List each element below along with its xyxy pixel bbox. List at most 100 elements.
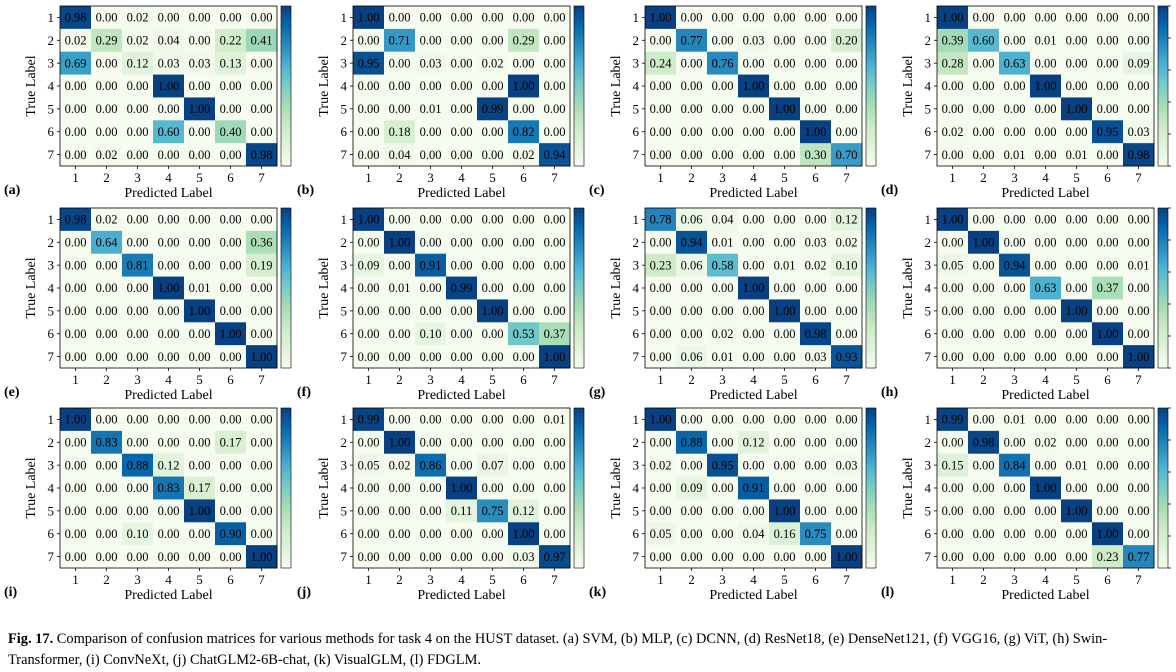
- y-tick-label: 2: [341, 435, 348, 450]
- colorbar-segment: [574, 94, 584, 98]
- cell-value: 0.18: [389, 125, 411, 139]
- colorbar-segment: [574, 554, 584, 558]
- colorbar-segment: [866, 506, 876, 510]
- cell-r5-c6: [1092, 97, 1124, 121]
- cell-value: 0.00: [973, 413, 995, 427]
- cell-r1-c2: [968, 6, 1000, 30]
- cell-value: 1.00: [743, 281, 765, 295]
- cell-r5-c1: [937, 299, 969, 323]
- cell-r4-c1: [60, 74, 92, 98]
- cell-r3-c5: [769, 253, 801, 277]
- cell-r4-c2: [968, 276, 1000, 300]
- cell-value: 0.02: [389, 458, 411, 472]
- colorbar-segment: [574, 309, 584, 313]
- cell-value: 0.36: [251, 235, 273, 249]
- cell-r3-c7: [246, 51, 278, 75]
- cell-value: 0.00: [1035, 56, 1057, 70]
- colorbar-segment: [1158, 565, 1168, 569]
- colorbar-segment: [281, 298, 291, 302]
- colorbar-segment: [1158, 54, 1168, 58]
- colorbar-segment: [1158, 213, 1168, 217]
- cell-r3-c6: [1092, 453, 1124, 477]
- cell-r6-c7: [539, 522, 571, 546]
- cell-value: 0.00: [358, 33, 380, 47]
- colorbar-segment: [1158, 115, 1168, 119]
- cell-value: 0.00: [420, 235, 442, 249]
- colorbar-segment: [1158, 62, 1168, 66]
- colorbar-segment: [866, 306, 876, 310]
- x-tick-label: 2: [688, 170, 695, 185]
- colorbar-segment: [866, 88, 876, 92]
- colorbar-segment: [1158, 496, 1168, 500]
- colorbar-segment: [574, 482, 584, 486]
- cell-value: 0.75: [482, 504, 504, 518]
- cell-value: 1.00: [158, 281, 180, 295]
- y-tick-label: 7: [633, 147, 640, 162]
- cell-r5-c3: [707, 499, 739, 523]
- colorbar-segment: [281, 557, 291, 561]
- cell-r5-c6: [1092, 499, 1124, 523]
- cell-value: 1.00: [513, 79, 535, 93]
- cell-value: 0.00: [482, 435, 504, 449]
- cell-value: 0.24: [650, 56, 673, 70]
- colorbar-segment: [281, 333, 291, 337]
- cell-value: 0.00: [1035, 458, 1057, 472]
- cell-value: 0.00: [389, 481, 411, 495]
- cell-value: 0.00: [1128, 33, 1150, 47]
- colorbar-segment: [866, 341, 876, 345]
- y-axis-label: True Label: [24, 257, 39, 318]
- cell-value: 0.00: [482, 281, 504, 295]
- x-tick-label: 2: [688, 572, 695, 587]
- cell-r4-c4: [738, 74, 770, 98]
- colorbar-segment: [574, 517, 584, 521]
- colorbar-segment: [281, 322, 291, 326]
- cell-r4-c3: [999, 276, 1031, 300]
- colorbar-segment: [866, 549, 876, 553]
- colorbar-segment: [281, 250, 291, 254]
- cell-value: 0.03: [743, 33, 765, 47]
- cell-r1-c2: [676, 208, 708, 232]
- cell-r7-c7: [1123, 345, 1155, 369]
- cell-value: 0.01: [1004, 148, 1026, 162]
- colorbar-segment: [1158, 432, 1168, 436]
- cell-value: 0.00: [451, 56, 473, 70]
- cell-value: 0.00: [1128, 458, 1150, 472]
- colorbar-frame: [280, 407, 292, 569]
- cell-r4-c2: [968, 74, 1000, 98]
- colorbar-segment: [281, 86, 291, 90]
- cell-value: 0.00: [1004, 125, 1026, 139]
- cell-r7-c3: [122, 345, 154, 369]
- colorbar-segment: [281, 131, 291, 135]
- colorbar-segment: [574, 349, 584, 353]
- cell-r5-c5: [1061, 97, 1093, 121]
- y-tick-label: 1: [341, 10, 348, 25]
- cell-r3-c3: [999, 253, 1031, 277]
- cell-value: 0.00: [942, 327, 964, 341]
- colorbar-segment: [1158, 134, 1168, 138]
- cell-value: 0.06: [681, 258, 703, 272]
- cell-value: 0.03: [1128, 125, 1150, 139]
- x-tick-label: 3: [1011, 572, 1018, 587]
- colorbar-segment: [574, 86, 584, 90]
- colorbar-segment: [866, 86, 876, 90]
- colorbar-segment: [574, 14, 584, 18]
- cell-r4-c4: [738, 476, 770, 500]
- x-tick-label: 4: [165, 170, 172, 185]
- cell-value: 0.12: [743, 435, 765, 449]
- colorbar-segment: [866, 461, 876, 465]
- colorbar-segment: [281, 253, 291, 257]
- cell-value: 0.98: [805, 327, 827, 341]
- cell-value: 0.00: [973, 102, 995, 116]
- cell-value: 0.00: [158, 235, 180, 249]
- colorbar-segment: [574, 512, 584, 516]
- colorbar-segment: [574, 115, 584, 119]
- cell-r7-c1: [60, 545, 92, 569]
- colorbar-segment: [574, 426, 584, 430]
- cell-value: 0.12: [836, 213, 858, 227]
- cell-value: 0.60: [158, 125, 180, 139]
- colorbar-segment: [574, 56, 584, 60]
- cell-value: 0.00: [1004, 102, 1026, 116]
- cell-r1-c2: [384, 208, 416, 232]
- colorbar-segment: [574, 123, 584, 127]
- cell-value: 0.00: [544, 235, 566, 249]
